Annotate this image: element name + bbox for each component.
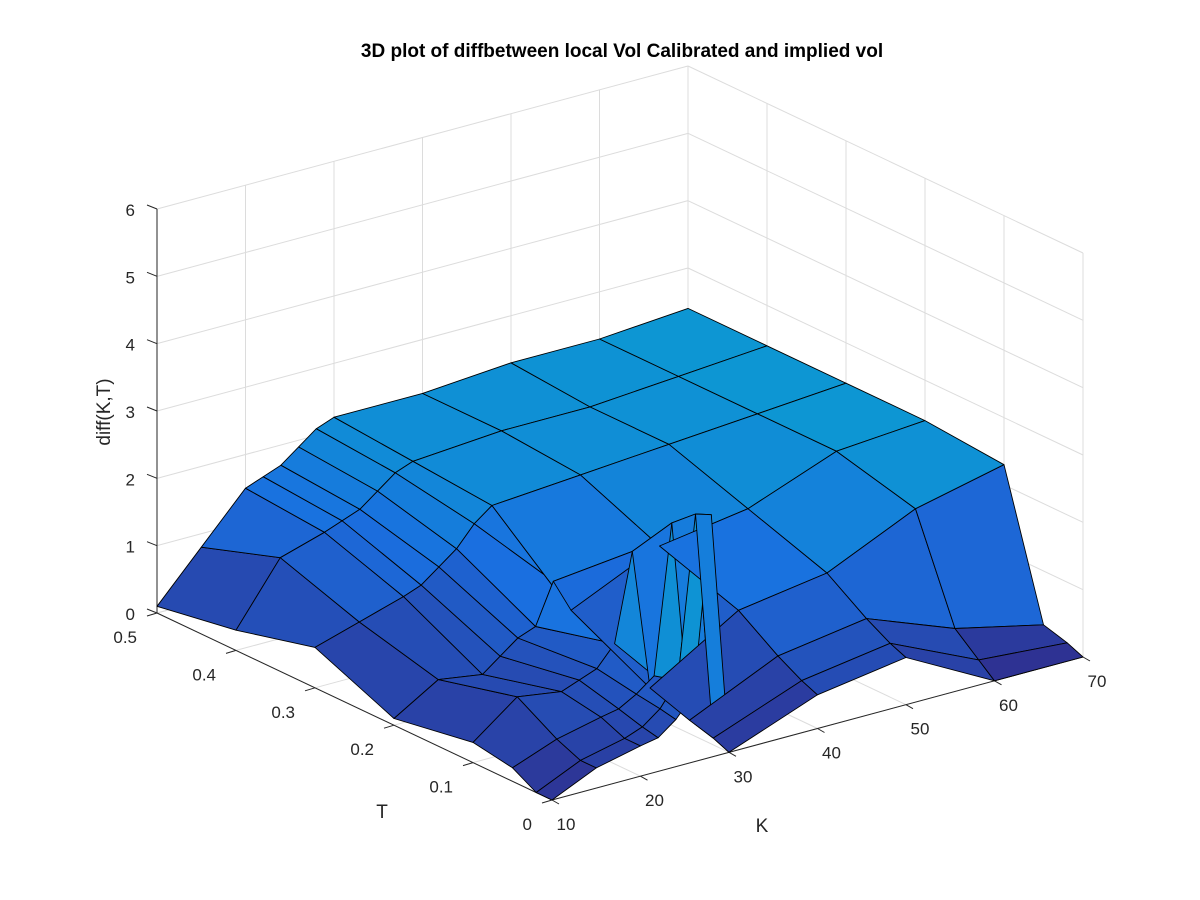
z-tick-label: 4 [126, 336, 135, 355]
x-tick-mark [817, 728, 825, 733]
grid-line-z-back [156, 132, 689, 277]
x-tick-mark [905, 704, 914, 710]
chart-title: 3D plot of diffbetween local Vol Calibra… [361, 41, 883, 62]
x-tick-mark [551, 799, 560, 805]
label-layer: 10 20 30 40 50 60 70 0 0.1 0.2 0.3 0.4 0.5 0 1 2 3 4 5 6 K Td… [94, 201, 1106, 837]
x-tick-label: 30 [734, 767, 753, 786]
grid-line-z-side [687, 132, 1084, 321]
x-tick-label: 40 [822, 744, 841, 763]
x-tick-label: 50 [911, 720, 930, 739]
x-axis-label: K [756, 816, 769, 837]
z-tick-mark [146, 271, 158, 277]
x-tick-mark [640, 775, 648, 781]
y-tick-mark [146, 612, 158, 617]
z-axis-label: diff(K,T) [94, 378, 115, 445]
y-tick-mark [383, 724, 395, 729]
y-tick-label: 0.1 [429, 778, 453, 797]
z-tick-label: 5 [126, 268, 135, 287]
x-tick-label: 10 [557, 815, 576, 834]
z-tick-mark [146, 473, 158, 479]
grid-line-z-side [687, 267, 1084, 456]
grid-line-z-side [687, 65, 1084, 254]
grid-line-z-back [156, 65, 689, 210]
y-tick-mark [225, 649, 237, 654]
y-tick-label: 0.5 [113, 628, 137, 647]
y-tick-label: 0.3 [271, 703, 295, 722]
x-tick-label: 20 [645, 791, 664, 810]
z-tick-label: 3 [126, 403, 135, 422]
z-tick-mark [146, 204, 158, 210]
y-tick-mark [304, 687, 316, 692]
grid-line-z-back [156, 267, 689, 412]
y-tick-label: 0 [523, 815, 532, 834]
y-tick-label: 0.4 [192, 665, 216, 684]
surface-patch [978, 642, 1084, 682]
z-tick-mark [146, 406, 158, 412]
z-tick-mark [146, 608, 158, 614]
surface-layer [156, 307, 1084, 801]
x-tick-mark [1082, 656, 1091, 662]
x-tick-label: 70 [1088, 672, 1107, 691]
x-tick-mark [728, 751, 737, 757]
y-tick-label: 0.2 [350, 740, 374, 759]
z-tick-label: 1 [126, 538, 135, 557]
y-axis-line [156, 612, 553, 801]
z-tick-label: 2 [126, 470, 135, 489]
x-tick-mark [994, 680, 1002, 686]
z-tick-mark [146, 339, 158, 345]
z-tick-mark [146, 541, 158, 547]
y-axis-label: T [376, 802, 388, 823]
z-tick-label: 0 [126, 605, 135, 624]
grid-line-z-back [156, 200, 689, 345]
grid-line-z-side [687, 200, 1084, 389]
x-tick-label: 60 [999, 696, 1018, 715]
z-tick-label: 6 [126, 201, 135, 220]
y-tick-mark [541, 799, 553, 804]
y-tick-mark [462, 762, 474, 767]
